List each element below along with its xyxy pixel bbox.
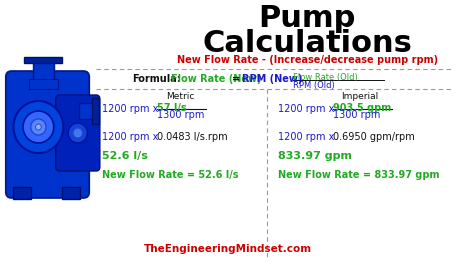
Text: RPM (New): RPM (New) — [242, 74, 302, 84]
Text: 1300 rpm: 1300 rpm — [333, 110, 381, 120]
Circle shape — [31, 119, 46, 135]
Text: 833.97 gpm: 833.97 gpm — [278, 151, 353, 161]
FancyBboxPatch shape — [63, 187, 80, 199]
Text: Metric: Metric — [166, 92, 195, 101]
Text: RPM (Old): RPM (Old) — [293, 81, 335, 90]
FancyBboxPatch shape — [29, 79, 58, 89]
Text: Calculations: Calculations — [202, 29, 412, 58]
Text: New Flow Rate = 52.6 l/s: New Flow Rate = 52.6 l/s — [102, 170, 238, 180]
Circle shape — [73, 128, 82, 138]
Text: Flow Rate (New): Flow Rate (New) — [171, 74, 261, 84]
Text: 1200 rpm x: 1200 rpm x — [278, 104, 335, 114]
Text: 1200 rpm x: 1200 rpm x — [102, 104, 158, 114]
Text: 1200 rpm x: 1200 rpm x — [278, 132, 335, 142]
Text: =: = — [232, 74, 240, 84]
FancyBboxPatch shape — [79, 103, 96, 119]
Circle shape — [23, 111, 54, 143]
FancyBboxPatch shape — [33, 60, 54, 82]
FancyBboxPatch shape — [55, 95, 100, 171]
Text: 0.6950 gpm/rpm: 0.6950 gpm/rpm — [333, 132, 415, 142]
FancyBboxPatch shape — [24, 57, 63, 63]
FancyBboxPatch shape — [13, 187, 31, 199]
Circle shape — [36, 124, 41, 130]
Text: 1300 rpm: 1300 rpm — [156, 110, 204, 120]
Text: 1200 rpm x: 1200 rpm x — [102, 132, 158, 142]
Text: Imperial: Imperial — [341, 92, 379, 101]
Text: 903.5 gpm: 903.5 gpm — [333, 103, 392, 113]
Text: 52.6 l/s: 52.6 l/s — [102, 151, 147, 161]
Circle shape — [68, 123, 87, 143]
Text: TheEngineeringMindset.com: TheEngineeringMindset.com — [144, 244, 311, 254]
Text: New Flow Rate = 833.97 gpm: New Flow Rate = 833.97 gpm — [278, 170, 440, 180]
Text: Pump: Pump — [258, 4, 356, 33]
Text: Formula:: Formula: — [133, 74, 181, 84]
Circle shape — [13, 101, 64, 153]
Text: Flow Rate (Old): Flow Rate (Old) — [293, 73, 357, 82]
Text: 57 l/s: 57 l/s — [156, 103, 186, 113]
Text: New Flow Rate - (Increase/decrease pump rpm): New Flow Rate - (Increase/decrease pump … — [177, 55, 438, 65]
FancyBboxPatch shape — [92, 98, 99, 124]
FancyBboxPatch shape — [6, 71, 89, 198]
Text: 0.0483 l/s.rpm: 0.0483 l/s.rpm — [156, 132, 227, 142]
